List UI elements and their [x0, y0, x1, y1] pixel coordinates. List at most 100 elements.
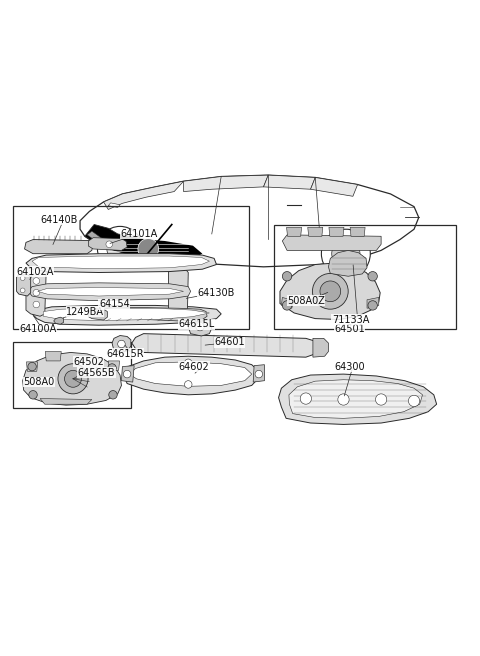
Polygon shape: [264, 175, 315, 189]
Circle shape: [118, 340, 125, 348]
Circle shape: [338, 394, 349, 405]
Circle shape: [368, 300, 377, 310]
Text: 508A0Z: 508A0Z: [287, 296, 325, 306]
Polygon shape: [188, 318, 212, 336]
Polygon shape: [123, 356, 259, 395]
Polygon shape: [104, 181, 183, 209]
Polygon shape: [26, 254, 216, 272]
Polygon shape: [282, 235, 381, 251]
Bar: [13, 342, 131, 408]
Circle shape: [33, 268, 40, 275]
Circle shape: [320, 281, 341, 302]
Circle shape: [322, 229, 370, 278]
Circle shape: [282, 300, 292, 310]
Polygon shape: [87, 231, 104, 243]
Polygon shape: [108, 361, 120, 371]
Text: 64101A: 64101A: [120, 229, 157, 239]
Circle shape: [109, 390, 117, 399]
Polygon shape: [308, 228, 323, 236]
Text: 64602: 64602: [179, 361, 210, 371]
Text: 71133A: 71133A: [332, 314, 369, 325]
Circle shape: [33, 277, 40, 284]
Polygon shape: [23, 352, 121, 405]
Polygon shape: [16, 274, 31, 296]
Text: 64100A: 64100A: [19, 324, 56, 334]
Circle shape: [64, 371, 82, 387]
Circle shape: [29, 390, 37, 399]
Polygon shape: [367, 297, 379, 308]
Circle shape: [300, 393, 312, 404]
Polygon shape: [278, 374, 437, 424]
Circle shape: [123, 371, 131, 378]
Polygon shape: [313, 338, 328, 357]
Circle shape: [368, 272, 377, 281]
Polygon shape: [24, 239, 93, 254]
Circle shape: [108, 363, 116, 372]
Polygon shape: [85, 224, 183, 262]
Text: 64130B: 64130B: [198, 288, 235, 298]
Text: 508A0: 508A0: [24, 377, 55, 387]
Polygon shape: [32, 256, 209, 269]
Text: 64615R: 64615R: [106, 349, 144, 359]
Polygon shape: [350, 228, 365, 236]
Circle shape: [312, 274, 348, 309]
Circle shape: [20, 288, 25, 293]
Polygon shape: [54, 318, 63, 324]
Circle shape: [255, 371, 263, 378]
Polygon shape: [45, 352, 61, 361]
Circle shape: [33, 289, 40, 296]
Polygon shape: [97, 307, 207, 321]
Circle shape: [282, 272, 292, 281]
Polygon shape: [281, 297, 294, 308]
Circle shape: [184, 380, 192, 388]
Polygon shape: [121, 365, 134, 382]
Polygon shape: [40, 399, 92, 404]
Polygon shape: [38, 287, 183, 296]
Polygon shape: [280, 263, 380, 319]
Polygon shape: [26, 362, 38, 371]
Circle shape: [106, 241, 112, 247]
Text: 64615L: 64615L: [179, 319, 215, 329]
Circle shape: [20, 276, 25, 281]
Polygon shape: [80, 175, 419, 267]
Polygon shape: [329, 228, 344, 236]
Text: 64300: 64300: [334, 361, 365, 371]
Polygon shape: [99, 234, 203, 262]
Text: 64501: 64501: [334, 324, 365, 334]
Text: 64140B: 64140B: [40, 215, 77, 225]
Polygon shape: [26, 264, 46, 316]
Circle shape: [107, 236, 133, 262]
Polygon shape: [287, 228, 301, 236]
Bar: [274, 224, 456, 329]
Polygon shape: [253, 365, 264, 382]
Polygon shape: [168, 266, 188, 319]
Polygon shape: [289, 380, 422, 419]
Circle shape: [58, 363, 88, 394]
Text: 64601: 64601: [214, 337, 245, 347]
Text: 64565B: 64565B: [78, 367, 115, 378]
Circle shape: [332, 239, 360, 268]
Circle shape: [138, 239, 158, 259]
Polygon shape: [183, 175, 268, 192]
Circle shape: [408, 396, 420, 407]
Polygon shape: [88, 309, 108, 320]
Circle shape: [33, 301, 40, 308]
Polygon shape: [311, 178, 358, 196]
Text: 64154: 64154: [99, 300, 130, 310]
Circle shape: [375, 394, 387, 405]
Text: 64102A: 64102A: [16, 266, 54, 277]
Circle shape: [28, 362, 36, 371]
Circle shape: [184, 359, 192, 367]
Polygon shape: [32, 306, 221, 325]
Polygon shape: [130, 362, 252, 386]
Polygon shape: [108, 203, 120, 207]
Circle shape: [97, 226, 143, 272]
Polygon shape: [28, 283, 191, 300]
Polygon shape: [132, 334, 319, 357]
Text: 1249BA: 1249BA: [66, 306, 104, 317]
Polygon shape: [112, 335, 131, 352]
Polygon shape: [88, 237, 127, 251]
Polygon shape: [328, 251, 367, 276]
Text: 64502: 64502: [73, 357, 104, 367]
Bar: [13, 206, 250, 329]
